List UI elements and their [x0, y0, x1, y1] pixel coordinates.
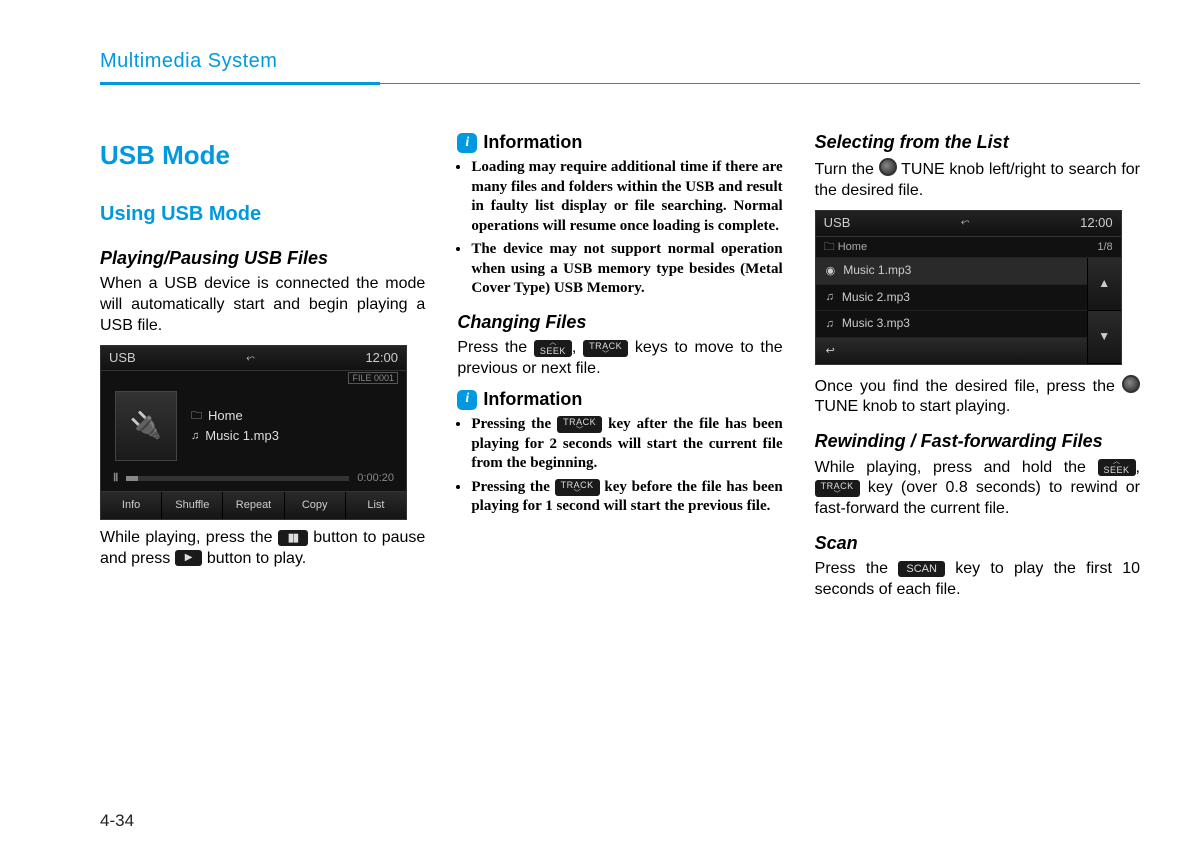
- elapsed-time: 0:00:20: [357, 471, 394, 485]
- selecting-list-text: Turn the TUNE knob left/right to search …: [815, 158, 1140, 202]
- list-button: List: [346, 492, 406, 518]
- tune-press-text: Once you find the desired file, press th…: [815, 375, 1140, 419]
- info-button: Info: [101, 492, 162, 518]
- copy-button: Copy: [285, 492, 346, 518]
- album-art-placeholder: 🔌: [115, 391, 177, 461]
- shuffle-button: Shuffle: [162, 492, 223, 518]
- screen2-mode: USB: [824, 215, 851, 232]
- folder-name: Home: [208, 408, 243, 425]
- seek-key-chip: ︿SEEK: [1098, 459, 1136, 476]
- column-2: i Information Loading may require additi…: [457, 129, 782, 609]
- info-icon: i: [457, 133, 477, 153]
- play-pause-title: Playing/Pausing USB Files: [100, 247, 425, 270]
- info1-item-2: The device may not support normal operat…: [471, 240, 782, 299]
- info1-item-1: Loading may require additional time if t…: [471, 158, 782, 236]
- progress-bar: [126, 476, 349, 481]
- play-icon: ◉: [826, 264, 836, 278]
- repeat-button: Repeat: [223, 492, 284, 518]
- list-row-3: ♫Music 3.mp3: [816, 311, 1087, 338]
- track-key-chip: TRACK﹀: [583, 340, 628, 357]
- list-row-1: ◉Music 1.mp3: [816, 258, 1087, 285]
- scan-text: Press the SCAN key to play the first 10 …: [815, 559, 1140, 601]
- manual-page: Multimedia System USB Mode Using USB Mod…: [0, 0, 1200, 861]
- header-rule-thick: [100, 82, 380, 85]
- column-3: Selecting from the List Turn the TUNE kn…: [815, 129, 1140, 609]
- usb-icon: ⬿: [961, 215, 970, 232]
- usb-icon: ⬿: [246, 351, 255, 365]
- seek-key-chip: ︿SEEK: [534, 340, 572, 357]
- scan-title: Scan: [815, 532, 1140, 555]
- info2-item-2: Pressing the TRACK﹀ key before the file …: [471, 478, 782, 517]
- scroll-up-button: ▲: [1087, 258, 1121, 311]
- rewind-title: Rewinding / Fast-forwarding Files: [815, 430, 1140, 453]
- info-list-1: Loading may require additional time if t…: [457, 158, 782, 299]
- selecting-list-title: Selecting from the List: [815, 131, 1140, 154]
- folder-icon: 🗀: [824, 241, 835, 253]
- scroll-down-button: ▼: [1087, 311, 1121, 364]
- back-row: ↩: [816, 338, 1087, 364]
- screen2-clock: 12:00: [1080, 215, 1113, 232]
- using-title: Using USB Mode: [100, 201, 425, 227]
- track-key-chip: TRACK﹀: [557, 416, 602, 433]
- changing-files-title: Changing Files: [457, 311, 782, 334]
- header-section-title: Multimedia System: [100, 50, 1140, 79]
- header-rule-thin: [380, 83, 1140, 84]
- changing-files-text: Press the ︿SEEK, TRACK﹀ keys to move to …: [457, 338, 782, 380]
- screen2-crumb: Home: [838, 241, 867, 253]
- usb-player-screenshot: USB ⬿ 12:00 FILE 0001 🔌 🗀 Home ♫ Music 1.m…: [100, 345, 407, 520]
- file-indicator: FILE 0001: [348, 372, 398, 384]
- tune-knob-icon: [879, 158, 897, 176]
- screen2-count: 1/8: [1097, 240, 1112, 254]
- column-1: USB Mode Using USB Mode Playing/Pausing …: [100, 129, 425, 609]
- tune-knob-icon: [1122, 375, 1140, 393]
- screen1-buttons: Info Shuffle Repeat Copy List: [101, 491, 406, 518]
- rewind-text: While playing, press and hold the ︿SEEK,…: [815, 458, 1140, 520]
- list-row-2: ♫Music 2.mp3: [816, 285, 1087, 312]
- back-icon: ↩: [826, 345, 835, 357]
- info-icon: i: [457, 390, 477, 410]
- music-icon: ♫: [191, 429, 199, 443]
- screen1-mode: USB: [109, 350, 136, 367]
- play-pause-instruction: While playing, press the ▮▮ button to pa…: [100, 528, 425, 570]
- info-heading-2: i Information: [457, 388, 782, 411]
- track-key-chip: TRACK﹀: [555, 479, 600, 496]
- mode-title: USB Mode: [100, 139, 425, 173]
- info-list-2: Pressing the TRACK﹀ key after the file h…: [457, 415, 782, 517]
- info2-item-1: Pressing the TRACK﹀ key after the file h…: [471, 415, 782, 474]
- pause-chip: ▮▮: [278, 530, 308, 546]
- page-number: 4-34: [100, 811, 134, 831]
- music-icon: ♫: [826, 290, 834, 304]
- folder-icon: 🗀: [191, 409, 202, 423]
- pause-icon: Ⅱ: [113, 471, 118, 485]
- content-columns: USB Mode Using USB Mode Playing/Pausing …: [100, 129, 1140, 609]
- screen1-clock: 12:00: [365, 350, 398, 367]
- play-pause-text: When a USB device is connected the mode …: [100, 274, 425, 336]
- usb-list-screenshot: USB ⬿ 12:00 🗀 Home 1/8 ◉Music 1.mp3 ♫Mus…: [815, 210, 1122, 365]
- scan-key-chip: SCAN: [898, 561, 945, 577]
- play-chip: ▶: [175, 550, 203, 566]
- music-icon: ♫: [826, 317, 834, 331]
- track-key-chip: TRACK﹀: [815, 480, 860, 497]
- info-heading-1: i Information: [457, 131, 782, 154]
- track-name: Music 1.mp3: [205, 428, 279, 445]
